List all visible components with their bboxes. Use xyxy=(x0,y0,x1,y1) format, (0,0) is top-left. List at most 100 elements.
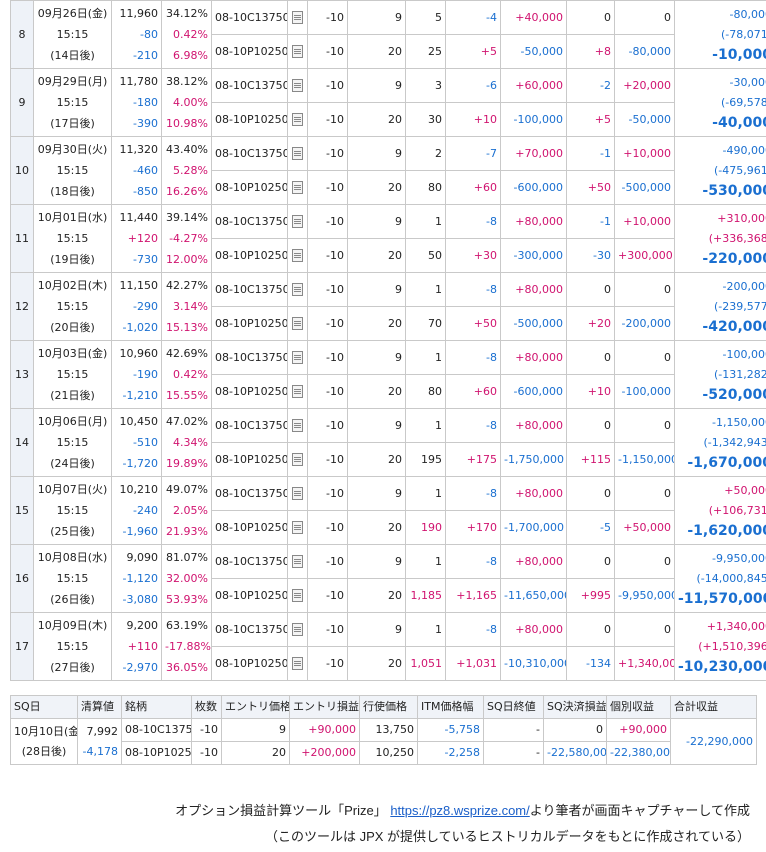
sq-date-cell: 10月10日(金) (28日後) xyxy=(10,718,78,765)
position-pl: +60,000 xyxy=(500,68,567,103)
doc-icon-cell xyxy=(287,170,308,205)
underlying-change: -80 xyxy=(140,28,158,41)
position-pl: +80,000 xyxy=(500,612,567,647)
underlying-price: 9,090 xyxy=(126,551,159,564)
underlying-price: 10,450 xyxy=(119,415,159,428)
iv-change: 0.42% xyxy=(173,368,208,381)
sq-header-cell: SQ日 xyxy=(10,695,78,719)
price-diff: +1,031 xyxy=(445,646,501,681)
day-index: 16 xyxy=(10,544,34,613)
document-icon[interactable] xyxy=(292,11,303,24)
option-code: 08-10P10250 xyxy=(211,442,288,477)
day-date: 10月07日(火) xyxy=(37,483,108,496)
document-icon[interactable] xyxy=(292,113,303,126)
iv-change-total: 15.13% xyxy=(166,321,208,334)
position-pl: +40,000 xyxy=(500,0,567,35)
document-icon[interactable] xyxy=(292,521,303,534)
sq-strike: 10,250 xyxy=(359,741,418,765)
document-icon[interactable] xyxy=(292,45,303,58)
underlying-change: -190 xyxy=(133,368,158,381)
day-date-cell: 10月02日(木) 15:15 (20日後) xyxy=(33,272,112,341)
sq-header-cell: エントリ損益 xyxy=(289,695,360,719)
doc-icon-cell xyxy=(287,238,308,273)
lots: -10 xyxy=(307,442,348,477)
price-diff: -4 xyxy=(445,0,501,35)
document-icon[interactable] xyxy=(292,555,303,568)
option-code: 08-10C13750 xyxy=(211,136,288,171)
underlying-price-cell: 9,200 +110 -2,970 xyxy=(111,612,162,681)
lots: -10 xyxy=(307,170,348,205)
entry-price: 20 xyxy=(347,374,406,409)
document-icon[interactable] xyxy=(292,385,303,398)
sq-header-cell: エントリ価格 xyxy=(221,695,290,719)
day-diff: +10 xyxy=(566,374,615,409)
document-icon[interactable] xyxy=(292,317,303,330)
underlying-price: 11,320 xyxy=(119,143,159,156)
option-code: 08-10C13750 xyxy=(211,272,288,307)
option-code: 08-10C13750 xyxy=(211,0,288,35)
sq-close: - xyxy=(483,718,544,742)
total-pl: -420,000 xyxy=(702,318,766,335)
day-date-cell: 10月07日(火) 15:15 (25日後) xyxy=(33,476,112,545)
document-icon[interactable] xyxy=(292,487,303,500)
iv-change-total: 19.89% xyxy=(166,457,208,470)
option-code: 08-10C13750 xyxy=(211,476,288,511)
document-icon[interactable] xyxy=(292,249,303,262)
day-pl: +1,340,000 xyxy=(614,646,675,681)
doc-icon-cell xyxy=(287,306,308,341)
option-code: 08-10C13750 xyxy=(211,544,288,579)
document-icon[interactable] xyxy=(292,589,303,602)
current-price: 195 xyxy=(405,442,446,477)
day-pl: -9,950,000 xyxy=(614,578,675,613)
document-icon[interactable] xyxy=(292,419,303,432)
price-diff: +10 xyxy=(445,102,501,137)
position-pl: -300,000 xyxy=(500,238,567,273)
day-offset: (27日後) xyxy=(50,661,95,674)
underlying-price-cell: 11,150 -290 -1,020 xyxy=(111,272,162,341)
document-icon[interactable] xyxy=(292,657,303,670)
day-time: 15:15 xyxy=(56,640,89,653)
day-diff: 0 xyxy=(566,408,615,443)
total-cell: +50,000 (+106,731) -1,620,000 xyxy=(674,476,766,545)
prize-link[interactable]: https://pz8.wsprize.com/ xyxy=(390,803,530,818)
document-icon[interactable] xyxy=(292,283,303,296)
day-index: 12 xyxy=(10,272,34,341)
doc-icon-cell xyxy=(287,102,308,137)
current-price: 1 xyxy=(405,408,446,443)
lots: -10 xyxy=(307,238,348,273)
total-cell: -1,150,000 (-1,342,943) -1,670,000 xyxy=(674,408,766,477)
document-icon[interactable] xyxy=(292,79,303,92)
document-icon[interactable] xyxy=(292,453,303,466)
iv-change: -4.27% xyxy=(169,232,208,245)
day-diff: -2 xyxy=(566,68,615,103)
iv-cell: 42.27% 3.14% 15.13% xyxy=(161,272,212,341)
iv-change-total: 21.93% xyxy=(166,525,208,538)
underlying-change-total: -1,210 xyxy=(122,389,158,402)
day-index: 11 xyxy=(10,204,34,273)
current-price: 3 xyxy=(405,68,446,103)
iv-change-total: 53.93% xyxy=(166,593,208,606)
entry-price: 9 xyxy=(347,544,406,579)
day-diff: -134 xyxy=(566,646,615,681)
day-pl: 0 xyxy=(614,272,675,307)
doc-icon-cell xyxy=(287,374,308,409)
day-diff: +50 xyxy=(566,170,615,205)
day-date: 09月26日(金) xyxy=(37,7,108,20)
document-icon[interactable] xyxy=(292,215,303,228)
sq-entry-pl: +200,000 xyxy=(289,741,360,765)
day-row-put: 08-10P10250 -10 20 1,185 +1,165 -11,650,000 +9… xyxy=(11,578,766,613)
sq-header-cell: 枚数 xyxy=(191,695,222,719)
entry-price: 9 xyxy=(347,272,406,307)
underlying-price: 9,200 xyxy=(126,619,159,632)
lots: -10 xyxy=(307,510,348,545)
price-diff: -8 xyxy=(445,204,501,239)
iv-change: 3.14% xyxy=(173,300,208,313)
document-icon[interactable] xyxy=(292,181,303,194)
document-icon[interactable] xyxy=(292,147,303,160)
document-icon[interactable] xyxy=(292,623,303,636)
option-code: 08-10C13750 xyxy=(211,204,288,239)
day-index: 9 xyxy=(10,68,34,137)
day-pl: 0 xyxy=(614,544,675,579)
day-time: 15:15 xyxy=(56,572,89,585)
document-icon[interactable] xyxy=(292,351,303,364)
